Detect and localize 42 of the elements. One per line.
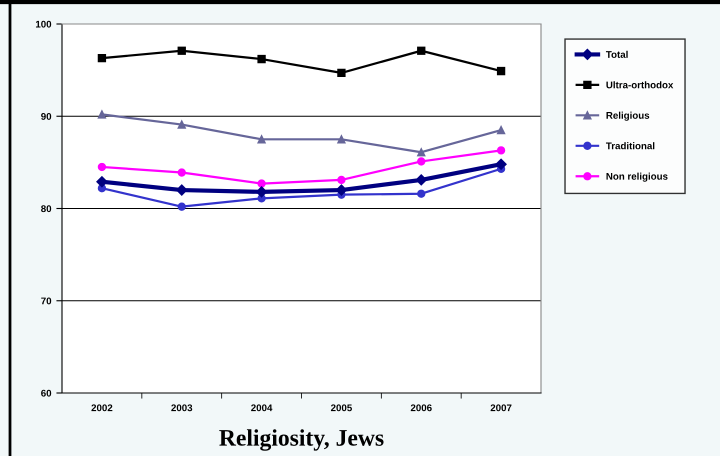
point [176, 184, 188, 196]
point [257, 54, 266, 64]
point [496, 66, 506, 76]
point [417, 190, 426, 198]
point [98, 54, 106, 62]
point [496, 126, 506, 134]
legend-label: Total [606, 50, 628, 58]
point [417, 46, 426, 55]
point [178, 46, 186, 55]
point [178, 168, 186, 177]
x-tick-label: 2003 [171, 404, 192, 412]
point [496, 146, 506, 155]
point [417, 148, 426, 156]
y-tick-label: 100 [36, 20, 52, 28]
point [495, 158, 507, 170]
point [337, 68, 346, 78]
y-tick-label: 90 [41, 112, 52, 120]
point [98, 110, 106, 119]
point [337, 135, 346, 144]
x-tick-label: 2006 [410, 404, 432, 412]
legend-label: Ultra-orthodox [606, 81, 674, 88]
point [178, 120, 186, 129]
point [96, 176, 108, 188]
text: Religiosity, Jews [219, 429, 384, 451]
x-tick-label: 2002 [91, 404, 112, 412]
point [257, 135, 266, 144]
point [416, 174, 427, 186]
x-tick-label: 2007 [490, 404, 512, 412]
point [98, 162, 106, 172]
y-tick-label: 70 [41, 297, 52, 304]
legend-label: Religious [606, 112, 650, 121]
x-tick-label: 2005 [330, 404, 352, 412]
point [336, 184, 348, 196]
legend-label: Traditional [606, 142, 654, 150]
y-tick-label: 60 [41, 390, 52, 397]
legend-label: Non religious [606, 172, 668, 182]
y-tick-label: 80 [41, 205, 52, 212]
x-tick-label: 2004 [251, 404, 272, 412]
point [257, 179, 266, 188]
point [417, 157, 426, 166]
point [178, 202, 186, 211]
point [337, 176, 346, 184]
